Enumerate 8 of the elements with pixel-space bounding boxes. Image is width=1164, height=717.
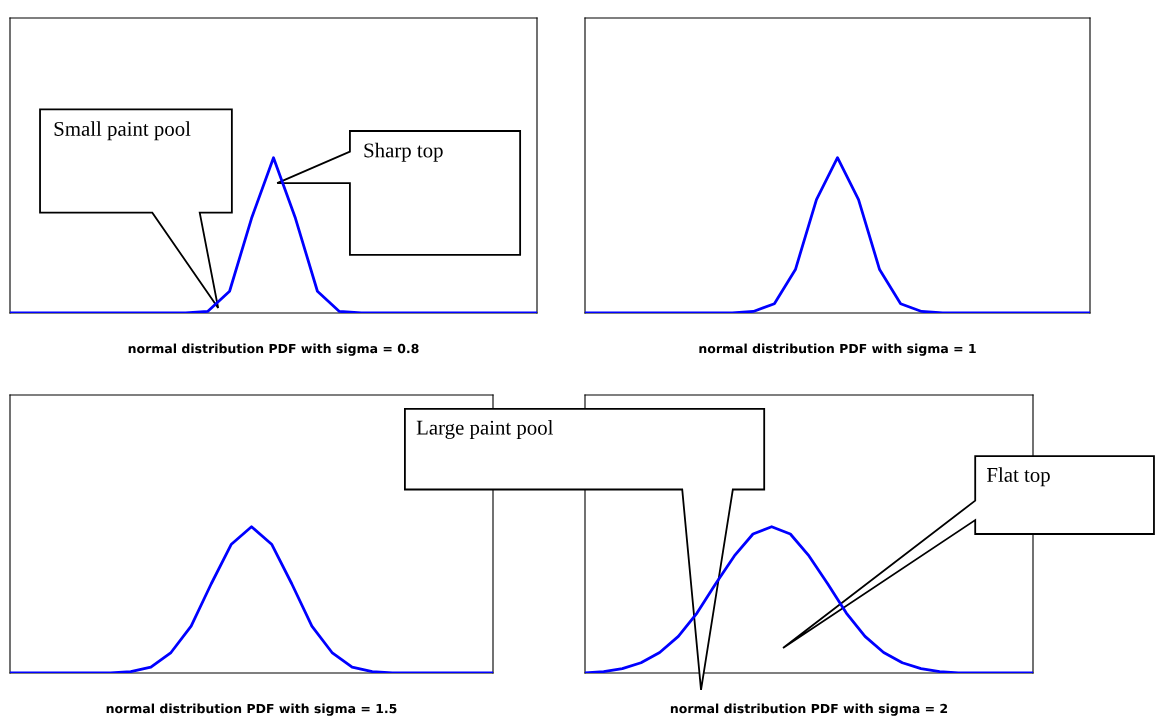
x-axis-title: normal distribution PDF with sigma = 1.5: [106, 703, 397, 716]
x-axis-title: normal distribution PDF with sigma = 2: [670, 703, 948, 716]
text: Flat top: [987, 467, 1050, 487]
text: Small paint pool: [54, 121, 191, 141]
x-axis-title: normal distribution PDF with sigma = 1: [699, 343, 976, 356]
text: Large paint pool: [416, 420, 554, 439]
annotation: Sharp top: [364, 142, 443, 162]
x-axis-title: normal distribution PDF with sigma = 0.8: [128, 343, 419, 356]
